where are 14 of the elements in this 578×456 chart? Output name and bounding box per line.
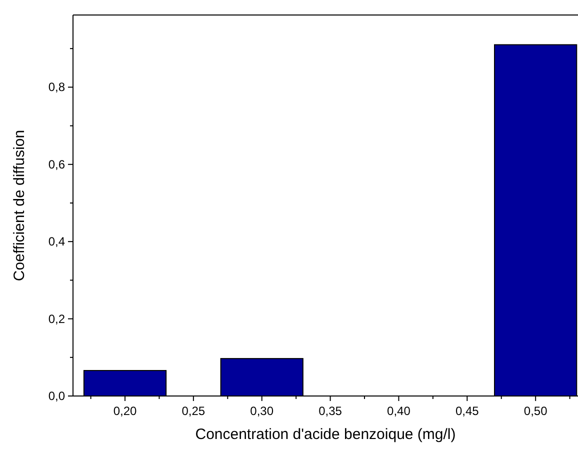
y-tick-label: 0,0 (48, 389, 66, 403)
x-tick-label: 0,50 (524, 404, 548, 418)
x-tick-label: 0,40 (387, 404, 411, 418)
x-axis-title: Concentration d'acide benzoique (mg/l) (195, 426, 456, 443)
y-tick-label: 0,4 (48, 234, 66, 249)
y-tick-label: 0,2 (48, 312, 66, 326)
x-tick-label: 0,45 (455, 404, 480, 418)
x-tick-label: 0,35 (318, 404, 342, 418)
y-axis-title: Coefficient de diffusion (11, 130, 28, 282)
x-tick-label: 0,20 (113, 404, 138, 418)
y-tick-label: 0,8 (48, 80, 66, 94)
y-tick-label: 0,6 (48, 157, 66, 172)
x-tick-label: 0,25 (182, 404, 206, 418)
x-tick-label: 0,30 (250, 404, 274, 418)
